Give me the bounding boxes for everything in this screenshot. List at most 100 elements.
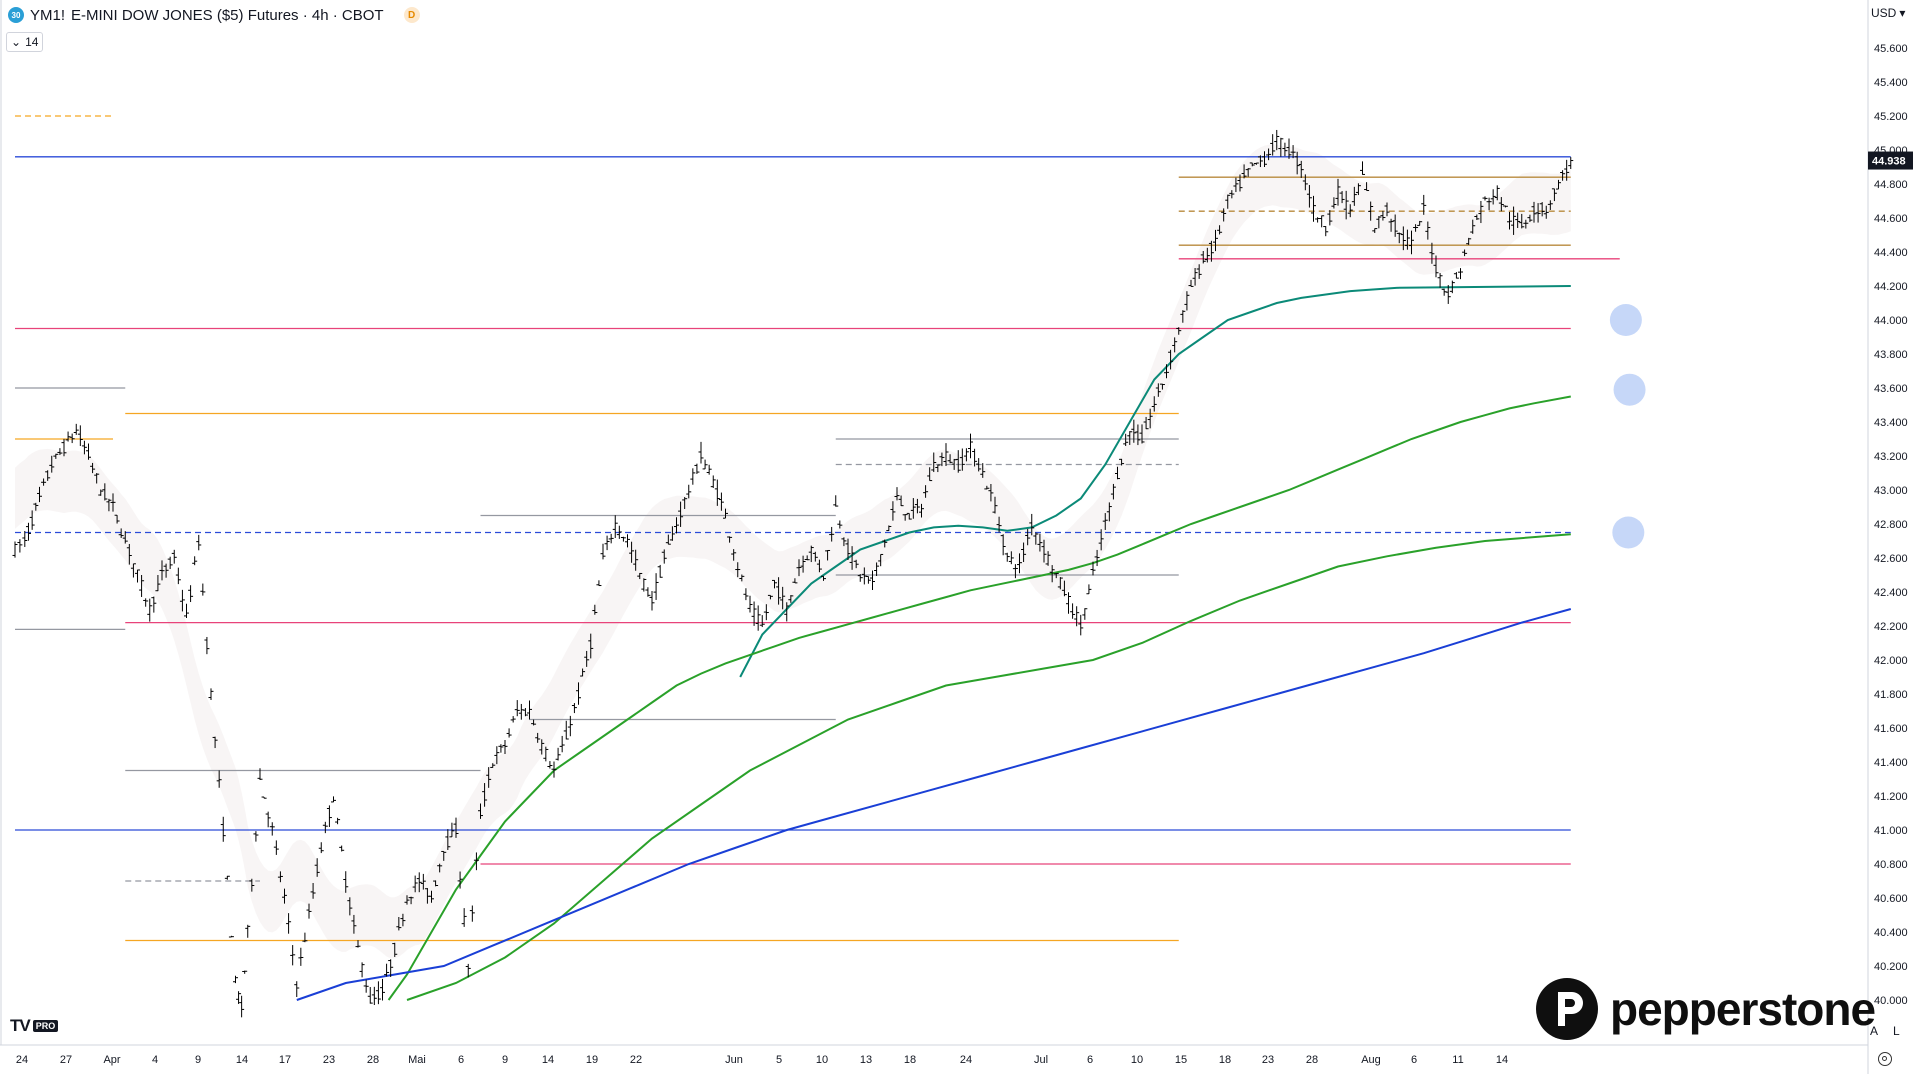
price-bar (1245, 168, 1251, 177)
price-tick-label: 40.800 (1874, 859, 1908, 871)
tv-mark: TV (10, 1016, 31, 1035)
chevron-down-icon: ▾ (1899, 6, 1906, 20)
time-tick-label: 15 (1175, 1054, 1187, 1066)
price-bar (294, 981, 300, 998)
auto-scale-button[interactable]: A (1870, 1024, 1879, 1038)
price-bar (751, 601, 757, 626)
price-bar (478, 803, 483, 819)
price-bar (110, 493, 116, 512)
price-bar (580, 668, 586, 677)
price-bar (772, 579, 777, 589)
price-bar (833, 495, 839, 507)
time-tick-label: Mai (408, 1054, 426, 1066)
price-bar (551, 761, 557, 778)
price-bar (996, 516, 1002, 533)
price-bar (510, 716, 516, 723)
price-bar (1143, 416, 1149, 430)
price-tick-label: 45.600 (1874, 43, 1908, 55)
price-bar (445, 829, 451, 851)
time-tick-label: 14 (1496, 1054, 1508, 1066)
price-bar (1192, 268, 1198, 286)
price-bar (906, 512, 912, 520)
price-bar (1437, 273, 1443, 288)
price-bar (645, 587, 651, 597)
time-tick-label: 27 (60, 1054, 72, 1066)
time-tick-label: 23 (323, 1054, 335, 1066)
price-bar (179, 589, 185, 612)
price-bar (776, 577, 782, 605)
price-bar (735, 562, 741, 578)
time-tick-label: 18 (1219, 1054, 1231, 1066)
price-bar (1168, 349, 1174, 370)
time-tick-label: 24 (16, 1054, 28, 1066)
price-bar (1278, 137, 1284, 157)
price-bar (1086, 584, 1092, 595)
background-band (15, 144, 1571, 959)
price-bar (559, 735, 565, 753)
price-bar (302, 932, 308, 943)
price-bar (531, 719, 537, 726)
price-bar (1417, 220, 1423, 226)
price-bar (527, 700, 532, 720)
price-bar (690, 468, 696, 485)
price-tick-label: 41.400 (1874, 757, 1908, 769)
price-bar (1139, 424, 1145, 444)
price-bar (163, 563, 169, 578)
price-bar (69, 433, 75, 444)
price-bar (318, 842, 324, 854)
price-bar (339, 845, 345, 852)
price-bar (273, 840, 279, 855)
time-axis: 24 27 Apr 4 9 14 17 23 28 Mai 6 9 14 19 22 Jun 5 10 13 18 24… (16, 1054, 1508, 1066)
currency-button[interactable]: USD ▾ (1871, 6, 1905, 20)
price-bar (837, 520, 843, 529)
price-bar (857, 574, 863, 582)
price-bar (73, 423, 79, 435)
symbol-name[interactable]: YM1! (30, 6, 66, 24)
price-bar (1078, 614, 1084, 636)
price-bar (37, 486, 42, 503)
price-bar (473, 852, 479, 871)
price-bar (1102, 513, 1108, 530)
price-bar (535, 732, 541, 743)
price-bar (159, 560, 165, 581)
price-bar (1266, 148, 1272, 161)
price-bar (943, 443, 949, 467)
indicator-toggle-button[interactable]: ⌄ 14 (6, 32, 44, 52)
price-bar (102, 483, 108, 501)
price-bar (894, 487, 900, 501)
symbol-badge: 30 (8, 7, 24, 23)
price-bar (375, 981, 381, 1005)
price-bar (1041, 539, 1047, 563)
price-tick-label: 42.200 (1874, 621, 1908, 633)
price-bar (1094, 549, 1100, 567)
price-bar (1360, 161, 1365, 175)
time-tick-label: Jul (1034, 1054, 1048, 1066)
price-bar (212, 736, 218, 749)
price-bar (228, 935, 234, 938)
price-bar (1556, 179, 1561, 190)
price-bar (380, 978, 385, 1001)
price-tick-label: 41.200 (1874, 791, 1908, 803)
tradingview-logo: TV PRO (10, 1016, 59, 1036)
price-bar (935, 464, 941, 473)
price-bar (242, 970, 248, 974)
gear-icon[interactable] (1878, 1052, 1892, 1066)
price-bar (563, 720, 569, 740)
time-tick-label: 14 (236, 1054, 248, 1066)
price-bar (829, 526, 835, 542)
price-bar (277, 871, 283, 883)
price-bar (759, 615, 765, 628)
price-bar (694, 463, 700, 474)
price-bar (416, 872, 422, 893)
price-bar (1106, 502, 1112, 522)
price-bar (931, 452, 937, 473)
brand-name: pepperstone (1610, 983, 1876, 1035)
time-tick-label: Jun (725, 1054, 743, 1066)
price-tick-label: 43.800 (1874, 349, 1908, 361)
price-tick-label: 44.000 (1874, 315, 1908, 327)
price-bar (853, 559, 859, 569)
log-scale-button[interactable]: L (1893, 1024, 1900, 1038)
price-bar (576, 682, 581, 705)
price-bar (1331, 197, 1337, 209)
